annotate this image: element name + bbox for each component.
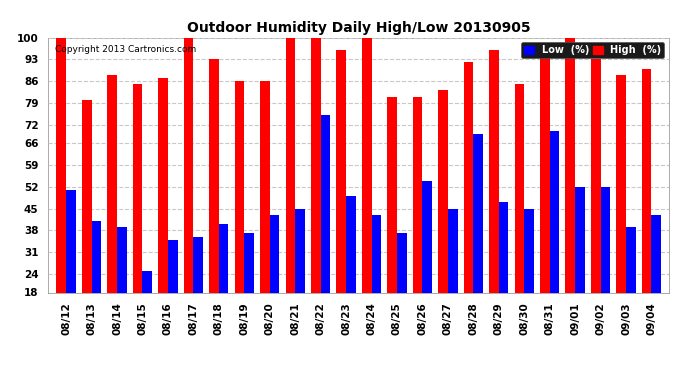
Bar: [413, 97, 422, 292]
Bar: [219, 224, 228, 292]
Bar: [362, 34, 371, 292]
Bar: [337, 50, 346, 292]
Bar: [168, 240, 177, 292]
Bar: [515, 84, 524, 292]
Bar: [66, 190, 76, 292]
Text: Copyright 2013 Cartronics.com: Copyright 2013 Cartronics.com: [55, 45, 196, 54]
Bar: [550, 131, 560, 292]
Bar: [260, 81, 270, 292]
Legend: Low  (%), High  (%): Low (%), High (%): [521, 42, 664, 58]
Bar: [321, 115, 331, 292]
Bar: [642, 69, 651, 292]
Bar: [600, 187, 610, 292]
Bar: [422, 180, 432, 292]
Bar: [209, 59, 219, 292]
Bar: [591, 59, 600, 292]
Bar: [117, 227, 127, 292]
Bar: [566, 34, 575, 292]
Bar: [489, 50, 499, 292]
Bar: [57, 38, 66, 292]
Bar: [473, 134, 483, 292]
Bar: [540, 56, 550, 292]
Bar: [371, 215, 381, 292]
Bar: [142, 271, 152, 292]
Bar: [132, 84, 142, 292]
Bar: [82, 100, 92, 292]
Bar: [616, 75, 626, 292]
Bar: [311, 38, 321, 292]
Bar: [651, 215, 661, 292]
Bar: [193, 237, 203, 292]
Bar: [295, 209, 305, 292]
Bar: [397, 233, 406, 292]
Bar: [448, 209, 457, 292]
Bar: [158, 78, 168, 292]
Bar: [108, 75, 117, 292]
Bar: [184, 34, 193, 292]
Bar: [499, 202, 509, 292]
Bar: [464, 62, 473, 292]
Title: Outdoor Humidity Daily High/Low 20130905: Outdoor Humidity Daily High/Low 20130905: [187, 21, 531, 35]
Bar: [244, 233, 254, 292]
Bar: [626, 227, 635, 292]
Bar: [438, 90, 448, 292]
Bar: [92, 221, 101, 292]
Bar: [270, 215, 279, 292]
Bar: [346, 196, 356, 292]
Bar: [235, 81, 244, 292]
Bar: [286, 38, 295, 292]
Bar: [524, 209, 534, 292]
Bar: [575, 187, 585, 292]
Bar: [387, 97, 397, 292]
